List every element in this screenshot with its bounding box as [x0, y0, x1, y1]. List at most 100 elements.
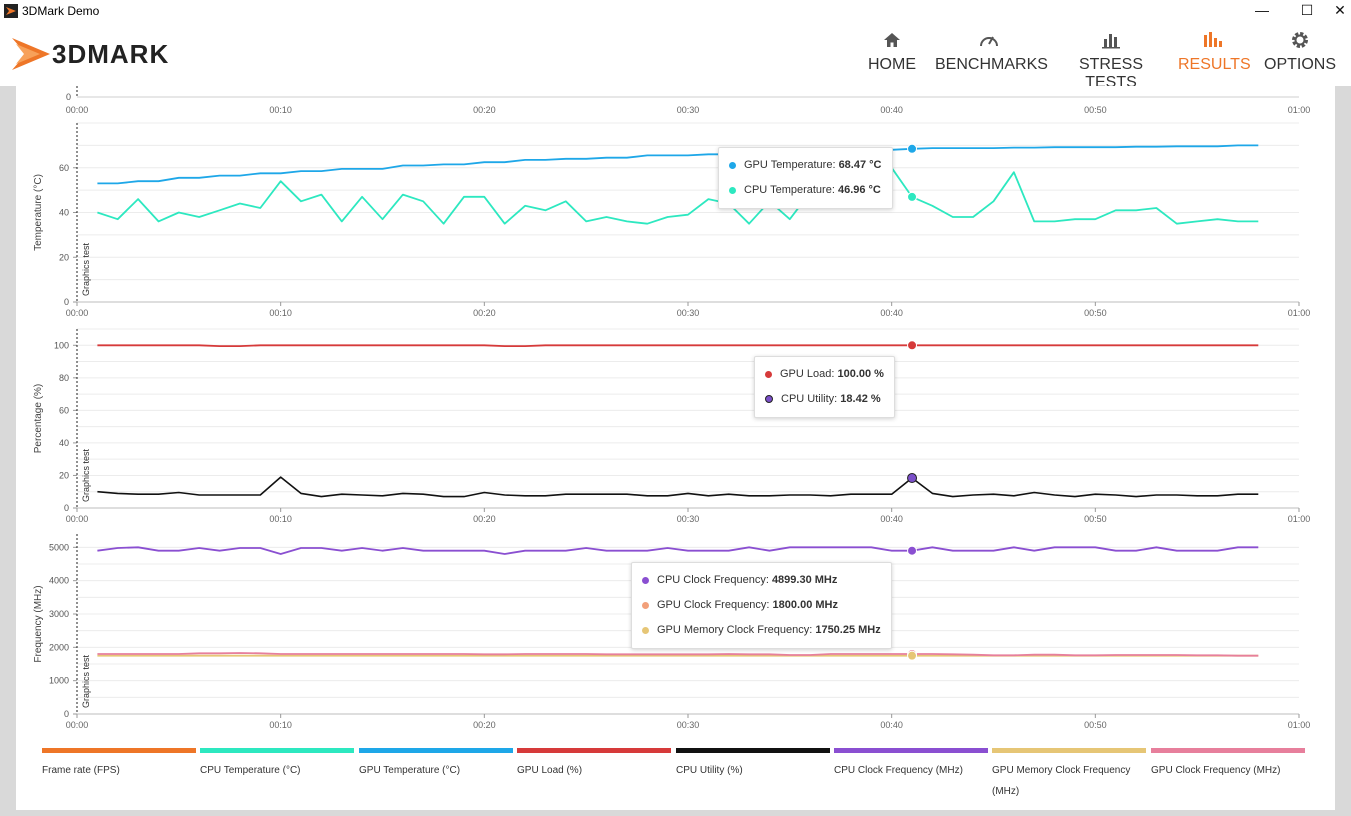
- remnant-ytick: 0: [66, 92, 71, 102]
- gpu-memory-clock-dot-icon: [642, 626, 649, 634]
- ytick-label: 3000: [49, 609, 69, 619]
- hover-marker: [907, 340, 918, 351]
- tooltip-row: GPU Clock Frequency: 1800.00 MHz: [642, 593, 881, 618]
- legend-frame-rate[interactable]: Frame rate (FPS): [42, 748, 196, 781]
- title-bar: 3DMark Demo — ☐ ✕: [0, 0, 1351, 22]
- remnant-xtick-label: 00:00: [66, 105, 89, 115]
- tooltip-percentage: GPU Load: 100.00 % CPU Utility: 18.42 %: [754, 356, 895, 418]
- xtick-label: 00:10: [269, 720, 292, 730]
- series-line: [97, 476, 1259, 498]
- gear-icon: [1264, 30, 1336, 56]
- nav-home-label: HOME: [868, 56, 916, 73]
- xtick-label: 00:50: [1084, 514, 1107, 524]
- logo-text: 3DMARK: [52, 39, 169, 69]
- nav-results[interactable]: RESULTS: [1178, 30, 1251, 80]
- nav-benchmarks-label: BENCHMARKS: [935, 56, 1048, 73]
- nav-home[interactable]: HOME: [862, 30, 922, 80]
- legend-label: GPU Memory Clock Frequency (MHz): [992, 765, 1131, 797]
- legend-swatch: [1151, 748, 1305, 753]
- chart-1: 0 20 40 60 00:00 00:10 00:20 00:30 00:40 00:50 01:…: [33, 122, 1310, 318]
- legend-cpu-clock[interactable]: CPU Clock Frequency (MHz): [834, 748, 988, 781]
- gpu-clock-dot-icon: [642, 601, 649, 609]
- gauge-icon: [935, 30, 1043, 56]
- ytick-label: 4000: [49, 576, 69, 586]
- xtick-label: 00:50: [1084, 308, 1107, 318]
- legend-swatch: [200, 748, 354, 753]
- legend-swatch: [42, 748, 196, 753]
- series-line: [97, 144, 1259, 185]
- nav-benchmarks[interactable]: BENCHMARKS: [935, 30, 1048, 80]
- nav-options-label: OPTIONS: [1264, 56, 1337, 73]
- xtick-label: 00:30: [677, 308, 700, 318]
- ytick-label: 1000: [49, 676, 69, 686]
- xtick-label: 00:30: [677, 514, 700, 524]
- xtick-label: 00:40: [880, 514, 903, 524]
- legend-gpu-load[interactable]: GPU Load (%): [517, 748, 671, 781]
- legend-label: Frame rate (FPS): [42, 765, 120, 776]
- remnant-xtick-label: 01:00: [1288, 105, 1311, 115]
- series-line: [97, 652, 1259, 657]
- legend-swatch: [992, 748, 1146, 753]
- tooltip-frequency: CPU Clock Frequency: 4899.30 MHz GPU Clo…: [631, 562, 892, 649]
- legend-gpu-clock[interactable]: GPU Clock Frequency (MHz): [1151, 748, 1305, 781]
- maximize-button[interactable]: ☐: [1300, 2, 1314, 18]
- remnant-xtick-label: 00:10: [269, 105, 292, 115]
- tooltip-row: CPU Utility: 18.42 %: [765, 387, 884, 412]
- bar-chart-icon: [1060, 30, 1162, 56]
- legend-swatch: [517, 748, 671, 753]
- remnant-xtick-label: 00:20: [473, 105, 496, 115]
- y-axis-title: Frequency (MHz): [33, 585, 44, 662]
- section-label: Graphics test: [81, 448, 91, 502]
- section-label: Graphics test: [81, 242, 91, 296]
- legend-label: CPU Temperature (°C): [200, 765, 301, 776]
- cpu-utility-dot-icon: [765, 395, 773, 404]
- legend-label: GPU Temperature (°C): [359, 765, 461, 776]
- hover-marker: [907, 191, 918, 202]
- legend-cpu-temperature[interactable]: CPU Temperature (°C): [200, 748, 354, 781]
- legend-label: CPU Utility (%): [676, 765, 743, 776]
- gpu-temperature-dot-icon: [729, 161, 736, 169]
- app-header: 3DMARK HOME BENCHMARKS STRESS TESTS RESU…: [0, 22, 1351, 91]
- ytick-label: 20: [59, 470, 69, 480]
- remnant-xtick-label: 00:30: [677, 105, 700, 115]
- xtick-label: 00:40: [880, 720, 903, 730]
- ytick-label: 0: [64, 297, 69, 307]
- minimize-button[interactable]: —: [1255, 2, 1269, 18]
- nav-options[interactable]: OPTIONS: [1264, 30, 1336, 80]
- xtick-label: 00:30: [677, 720, 700, 730]
- xtick-label: 00:50: [1084, 720, 1107, 730]
- legend-cpu-utility[interactable]: CPU Utility (%): [676, 748, 830, 781]
- tooltip-value: 4899.30 MHz: [771, 574, 838, 586]
- hover-marker: [907, 143, 918, 154]
- legend-swatch: [834, 748, 988, 753]
- xtick-label: 00:10: [269, 514, 292, 524]
- 3dmark-logo[interactable]: 3DMARK: [10, 30, 210, 78]
- tooltip-row: CPU Temperature: 46.96 °C: [729, 178, 882, 203]
- xtick-label: 01:00: [1288, 720, 1311, 730]
- legend-gpu-temperature[interactable]: GPU Temperature (°C): [359, 748, 513, 781]
- legend-label: GPU Clock Frequency (MHz): [1151, 765, 1281, 776]
- series-line: [97, 162, 1259, 225]
- results-icon: [1178, 30, 1248, 56]
- chart-2: 0 20 40 60 80 100 00:00 00:10 00:20 00:30 00:40 00:…: [33, 328, 1311, 524]
- xtick-label: 00:00: [66, 514, 89, 524]
- tooltip-row: GPU Memory Clock Frequency: 1750.25 MHz: [642, 618, 881, 643]
- y-axis-title: Temperature (°C): [33, 174, 44, 251]
- gpu-load-dot-icon: [765, 370, 772, 378]
- ytick-label: 40: [59, 438, 69, 448]
- xtick-label: 01:00: [1288, 514, 1311, 524]
- ytick-label: 100: [54, 340, 69, 350]
- cpu-temperature-dot-icon: [729, 186, 736, 194]
- tooltip-value: 1800.00 MHz: [772, 599, 838, 611]
- ytick-label: 80: [59, 373, 69, 383]
- ytick-label: 2000: [49, 642, 69, 652]
- legend-gpu-memory-clock[interactable]: GPU Memory Clock Frequency (MHz): [992, 748, 1146, 802]
- xtick-label: 00:00: [66, 308, 89, 318]
- tooltip-row: GPU Load: 100.00 %: [765, 362, 884, 387]
- tooltip-value: 18.42 %: [840, 393, 881, 405]
- nav-stress-tests[interactable]: STRESS TESTS: [1060, 30, 1162, 91]
- ytick-label: 20: [59, 252, 69, 262]
- close-button[interactable]: ✕: [1334, 2, 1346, 18]
- xtick-label: 00:10: [269, 308, 292, 318]
- ytick-label: 5000: [49, 542, 69, 552]
